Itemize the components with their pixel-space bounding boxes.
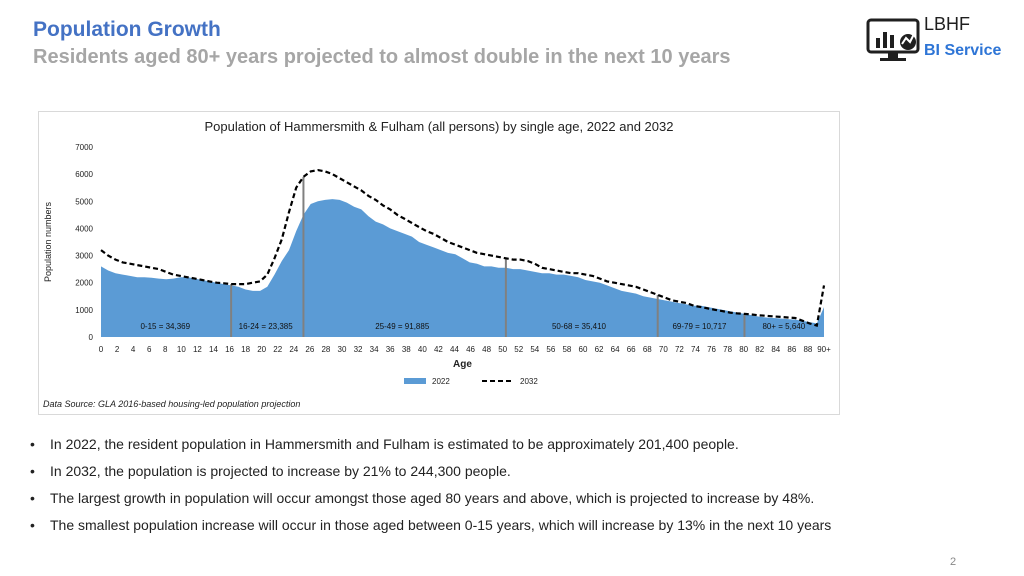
bullet-item: • The smallest population increase will o… — [30, 517, 960, 534]
bullet-dot: • — [30, 517, 35, 533]
x-tick-label: 66 — [627, 345, 636, 354]
x-tick-label: 10 — [177, 345, 186, 354]
x-tick-label: 82 — [755, 345, 764, 354]
chart-container: Population of Hammersmith & Fulham (all … — [38, 111, 840, 415]
x-tick-label: 18 — [241, 345, 250, 354]
x-tick-label: 64 — [611, 345, 620, 354]
y-tick-label: 7000 — [75, 143, 93, 152]
bullet-text: In 2032, the population is projected to … — [50, 463, 511, 479]
x-tick-label: 34 — [370, 345, 379, 354]
logo-text-bi-service: BI Service — [924, 42, 1002, 59]
bullet-dot: • — [30, 436, 35, 452]
logo-text-lbhf: LBHF — [924, 14, 971, 34]
y-tick-label: 4000 — [75, 224, 93, 233]
x-tick-label: 56 — [546, 345, 555, 354]
segment-label: 50-68 = 35,410 — [552, 322, 607, 331]
x-tick-label: 6 — [147, 345, 152, 354]
chart-legend: 2022 2032 — [404, 377, 538, 386]
x-tick-label: 48 — [482, 345, 491, 354]
x-tick-label: 30 — [338, 345, 347, 354]
bullet-item: • The largest growth in population will o… — [30, 490, 960, 507]
x-tick-label: 8 — [163, 345, 168, 354]
series-2022-area — [101, 199, 824, 337]
x-tick-label: 54 — [530, 345, 539, 354]
bullet-dot: • — [30, 490, 35, 506]
x-tick-label: 68 — [643, 345, 652, 354]
x-tick-label: 20 — [257, 345, 266, 354]
x-tick-label: 52 — [514, 345, 523, 354]
x-tick-label: 50 — [498, 345, 507, 354]
x-tick-label: 26 — [305, 345, 314, 354]
y-tick-label: 2000 — [75, 279, 93, 288]
segment-label: 25-49 = 91,885 — [375, 322, 430, 331]
x-tick-label: 0 — [99, 345, 104, 354]
key-findings-list: • In 2022, the resident population in Ham… — [30, 436, 960, 544]
x-tick-label: 40 — [418, 345, 427, 354]
x-tick-label: 16 — [225, 345, 234, 354]
page-subtitle: Residents aged 80+ years projected to al… — [33, 46, 731, 68]
x-tick-label: 36 — [386, 345, 395, 354]
x-tick-label: 14 — [209, 345, 218, 354]
x-axis-label: Age — [453, 359, 472, 370]
bullet-item: • In 2022, the resident population in Ham… — [30, 436, 960, 453]
x-tick-label: 78 — [723, 345, 732, 354]
y-axis-label: Population numbers — [43, 201, 53, 282]
legend-swatch-2022 — [404, 378, 426, 384]
page-number: 2 — [950, 556, 957, 568]
segment-label: 0-15 = 34,369 — [140, 322, 190, 331]
y-tick-label: 0 — [89, 333, 94, 342]
population-chart: Population of Hammersmith & Fulham (all … — [43, 119, 831, 409]
x-tick-label: 76 — [707, 345, 716, 354]
x-tick-label: 60 — [579, 345, 588, 354]
x-tick-label: 70 — [659, 345, 668, 354]
y-tick-label: 1000 — [75, 306, 93, 315]
y-tick-label: 6000 — [75, 170, 93, 179]
x-tick-label: 12 — [193, 345, 202, 354]
legend-label-2032: 2032 — [520, 377, 538, 386]
lbhf-logo: LBHF BI Service — [866, 14, 1006, 64]
bullet-dot: • — [30, 463, 35, 479]
x-tick-label: 4 — [131, 345, 136, 354]
x-tick-label: 90+ — [817, 345, 831, 354]
x-tick-label: 42 — [434, 345, 443, 354]
y-tick-label: 3000 — [75, 252, 93, 261]
x-tick-label: 74 — [691, 345, 700, 354]
page-title: Population Growth — [33, 18, 221, 41]
monitor-chart-icon — [866, 18, 920, 61]
x-tick-label: 24 — [289, 345, 298, 354]
bullet-text: The largest growth in population will oc… — [50, 490, 815, 506]
x-tick-label: 88 — [803, 345, 812, 354]
segment-label: 16-24 = 23,385 — [239, 322, 294, 331]
data-source-note: Data Source: GLA 2016-based housing-led … — [43, 399, 300, 409]
x-tick-label: 28 — [321, 345, 330, 354]
x-tick-label: 58 — [562, 345, 571, 354]
x-tick-label: 86 — [787, 345, 796, 354]
bullet-text: In 2022, the resident population in Hamm… — [50, 436, 739, 452]
x-tick-label: 38 — [402, 345, 411, 354]
x-tick-label: 22 — [273, 345, 282, 354]
legend-label-2022: 2022 — [432, 377, 450, 386]
segment-label: 69-79 = 10,717 — [672, 322, 727, 331]
segment-label: 80+ = 5,640 — [762, 322, 805, 331]
x-tick-label: 2 — [115, 345, 120, 354]
y-tick-label: 5000 — [75, 197, 93, 206]
bullet-text: The smallest population increase will oc… — [50, 517, 832, 533]
bullet-item: • In 2032, the population is projected to… — [30, 463, 960, 480]
x-tick-label: 84 — [771, 345, 780, 354]
x-tick-label: 80 — [739, 345, 748, 354]
x-tick-label: 62 — [595, 345, 604, 354]
x-tick-label: 46 — [466, 345, 475, 354]
x-tick-label: 44 — [450, 345, 459, 354]
x-tick-label: 72 — [675, 345, 684, 354]
chart-title: Population of Hammersmith & Fulham (all … — [205, 119, 674, 134]
x-tick-label: 32 — [354, 345, 363, 354]
